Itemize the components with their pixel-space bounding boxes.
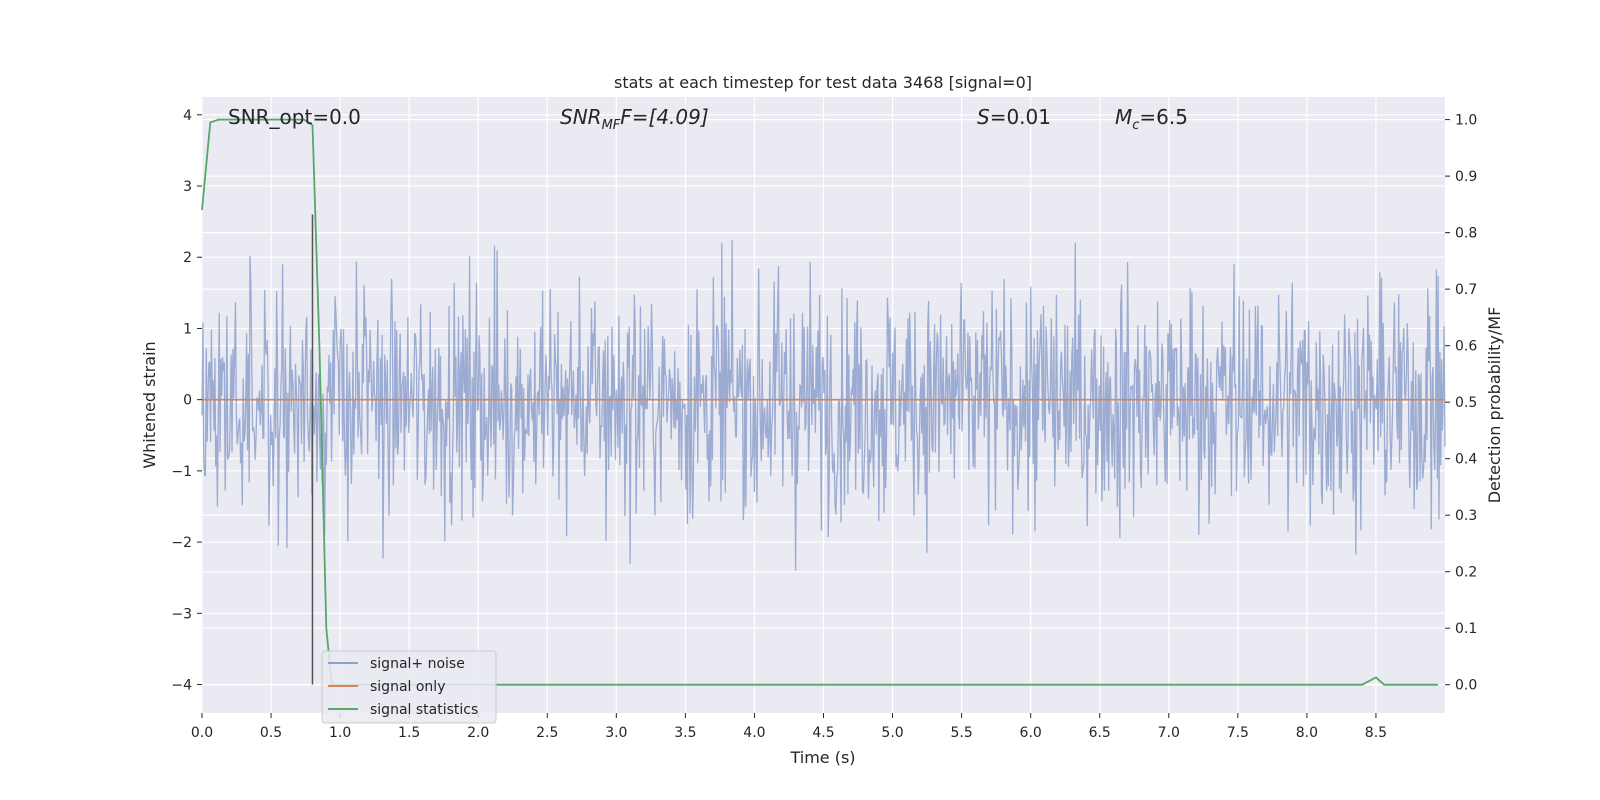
x-tick-label-6: 3.0 [605, 725, 627, 741]
y-tick-label-7: −3 [171, 606, 192, 622]
x-tick-label-2: 1.0 [329, 725, 351, 741]
series-line-signal-noise [201, 240, 1446, 571]
y2-tick-label-7: 0.3 [1455, 508, 1477, 524]
y-axis-right: 1.0 0.9 0.8 0.7 0.6 0.5 0.4 0.3 0.2 0.1 0.0 [1445, 113, 1477, 694]
x-tick-label-5: 2.5 [536, 725, 558, 741]
y-tick-label-1: 3 [183, 179, 192, 195]
x-tick-label-11: 5.5 [950, 725, 972, 741]
x-tick-label-1: 0.5 [260, 725, 282, 741]
y-tick-label-2: 2 [183, 250, 192, 266]
y-tick-label-3: 1 [183, 321, 192, 337]
y2-tick-label-9: 0.1 [1455, 621, 1477, 637]
y2-tick-label-8: 0.2 [1455, 565, 1477, 581]
y2-tick-label-4: 0.6 [1455, 339, 1477, 355]
y2-tick-label-0: 1.0 [1455, 113, 1477, 129]
y2-tick-label-10: 0.0 [1455, 678, 1477, 694]
y2-tick-label-2: 0.8 [1455, 226, 1477, 242]
legend: signal+ noise signal only signal statist… [321, 650, 497, 724]
y-tick-label-8: −4 [171, 678, 192, 694]
x-tick-label-3: 1.5 [398, 725, 420, 741]
x-tick-label-17: 8.5 [1365, 725, 1387, 741]
x-tick-label-15: 7.5 [1227, 725, 1249, 741]
legend-label-signal-only: signal only [370, 679, 445, 695]
x-tick-label-16: 8.0 [1296, 725, 1318, 741]
y2-tick-label-5: 0.5 [1455, 395, 1477, 411]
series-signal-noise [201, 240, 1446, 571]
y2-tick-label-6: 0.4 [1455, 452, 1477, 468]
y-tick-label-6: −2 [171, 535, 192, 551]
annotation-snr-opt: SNR_opt=0.0 [228, 105, 361, 129]
annotation-s: S=0.01 [977, 105, 1051, 129]
x-tick-label-14: 7.0 [1158, 725, 1180, 741]
x-tick-label-7: 3.5 [674, 725, 696, 741]
y-tick-label-4: 0 [183, 393, 192, 409]
x-tick-label-0: 0.0 [191, 725, 213, 741]
x-tick-label-4: 2.0 [467, 725, 489, 741]
y2-tick-label-1: 0.9 [1455, 169, 1477, 185]
x-tick-label-9: 4.5 [812, 725, 834, 741]
y-tick-label-0: 4 [183, 108, 192, 124]
y2-tick-label-3: 0.7 [1455, 282, 1477, 298]
legend-label-signal-statistics: signal statistics [370, 702, 478, 718]
x-tick-label-8: 4.0 [743, 725, 765, 741]
x-tick-label-10: 5.0 [881, 725, 903, 741]
y2-axis-label: Detection probability/MF [1485, 307, 1504, 504]
x-tick-label-12: 6.0 [1020, 725, 1042, 741]
grid [201, 97, 1445, 713]
y-axis-left: 4 3 2 1 0 −1 −2 −3 −4 [171, 108, 202, 694]
legend-label-signal-noise: signal+ noise [370, 656, 465, 672]
chart-title: stats at each timestep for test data 346… [614, 73, 1032, 92]
annotation-mc: Mc=6.5 [1115, 105, 1188, 133]
x-axis-label: Time (s) [789, 748, 855, 767]
y-tick-label-5: −1 [171, 464, 192, 480]
annotation-snr-mf: SNRMFF=[4.09] [560, 105, 709, 133]
y-axis-label: Whitened strain [140, 341, 159, 468]
x-tick-label-13: 6.5 [1089, 725, 1111, 741]
legend-box [321, 650, 497, 724]
x-axis: 0.0 0.5 1.0 1.5 2.0 2.5 3.0 3.5 4.0 4.5 5.0 5.5 6.0 6… [191, 713, 1387, 741]
